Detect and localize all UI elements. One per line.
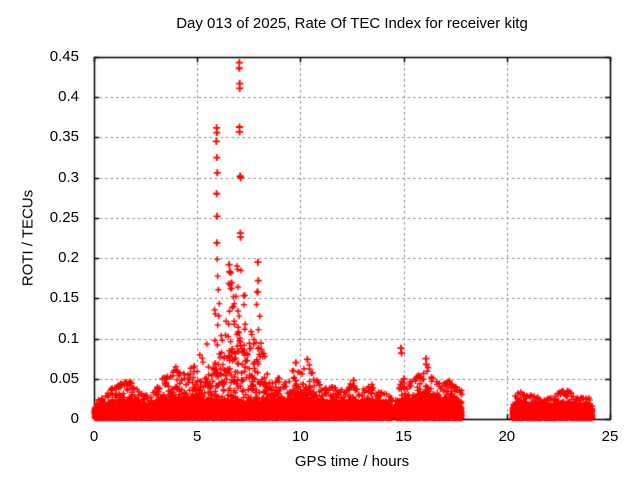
x-tick-label: 25: [601, 428, 619, 445]
x-tick-label: 10: [292, 428, 309, 445]
x-axis-label: GPS time / hours: [294, 453, 410, 470]
y-tick-label: 0.2: [58, 249, 79, 267]
x-tick-label: 0: [89, 428, 99, 445]
y-tick-label: 0.3: [58, 168, 79, 186]
x-tick-label: 20: [498, 428, 516, 445]
y-tick-label: 0.35: [49, 128, 79, 146]
y-tick-label: 0.1: [58, 329, 79, 347]
x-tick-label: 15: [395, 428, 412, 445]
y-tick-label: 0.25: [49, 208, 79, 226]
y-axis-label: ROTI / TECUs: [19, 189, 37, 287]
chart-title: Day 013 of 2025, Rate Of TEC Index for r…: [176, 15, 528, 32]
y-tick-label: 0.05: [49, 369, 79, 387]
y-tick-label: 0: [70, 410, 79, 427]
y-tick-label: 0.4: [58, 88, 79, 106]
x-tick-label: 5: [193, 428, 202, 445]
y-tick-label: 0.15: [49, 289, 79, 307]
y-tick-label: 0.45: [49, 48, 79, 65]
